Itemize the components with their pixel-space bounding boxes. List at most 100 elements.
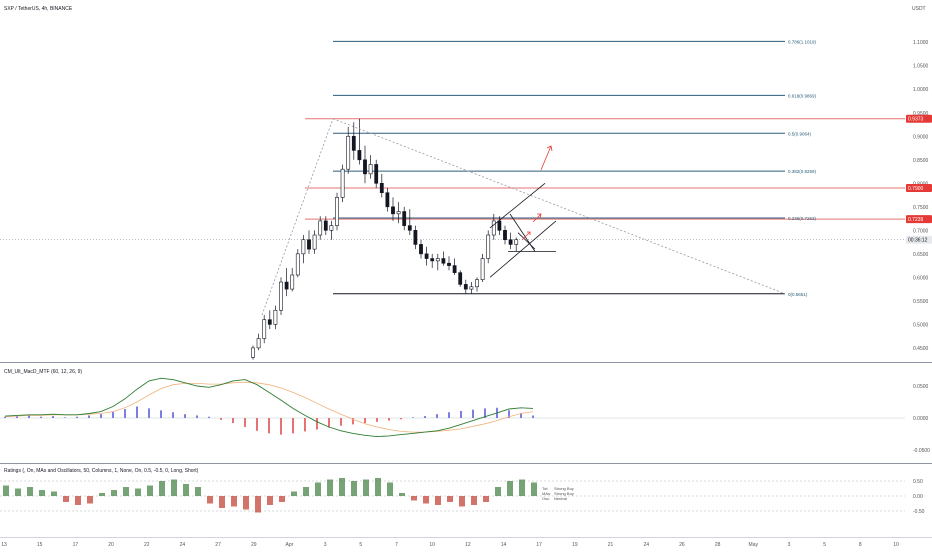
candle-body — [346, 135, 351, 170]
macd-histogram-bar — [76, 416, 78, 418]
price-badge — [906, 114, 932, 123]
ratings-legend-prefix: Tot: — [542, 486, 548, 491]
macd-histogram-bar — [136, 406, 138, 418]
time-axis-label: 17 — [536, 542, 542, 548]
time-axis-label: 5 — [823, 542, 826, 548]
candle-body — [368, 164, 373, 175]
price-tick-label: 0.9000 — [913, 134, 929, 140]
ratings-column — [267, 496, 273, 505]
ratings-column — [147, 485, 153, 496]
channel-line-upper — [489, 182, 546, 229]
price-badge — [906, 184, 932, 192]
macd-histogram-bar — [376, 418, 378, 422]
candle-body — [295, 253, 300, 276]
price-badge-label: 0.7239 — [908, 217, 924, 223]
macd-histogram-bar — [16, 416, 18, 418]
candle-body — [486, 234, 491, 259]
projection-arrow — [540, 145, 552, 171]
time-axis-label: 5 — [359, 542, 362, 548]
macd-histogram-bar — [160, 410, 162, 418]
ratings-panel-title: Ratings (, On, MAs and Oscillators, 50, … — [4, 468, 199, 474]
ratings-column — [99, 493, 105, 496]
candle-body — [447, 262, 451, 266]
channel-line-lower — [489, 220, 557, 278]
ratings-tick-label: -0.50 — [913, 509, 925, 515]
ratings-column — [111, 490, 117, 496]
candle-body — [424, 253, 429, 259]
macd-histogram-bar — [40, 416, 42, 418]
background-layer — [0, 362, 932, 538]
price-tick-label: 0.6000 — [913, 275, 929, 281]
time-axis-label: 28 — [715, 542, 721, 548]
price-tick-label: 1.0500 — [913, 64, 929, 70]
ratings-column — [3, 485, 9, 496]
ratings-column — [303, 487, 309, 496]
macd-histogram-bar — [364, 418, 366, 424]
ratings-column — [363, 479, 369, 496]
time-axis-label: 24 — [180, 542, 186, 548]
time-axis-label: 3 — [324, 542, 327, 548]
macd-histogram-bar — [448, 412, 450, 418]
projection-arrow — [521, 231, 531, 241]
macd-histogram-bar — [532, 415, 534, 418]
macd-histogram-bar — [424, 416, 426, 418]
macd-histogram-bar — [256, 418, 258, 431]
fib-level-label: 0(0.5651) — [788, 292, 808, 297]
price-axis-unit: USDT — [912, 6, 926, 12]
ratings-column — [255, 496, 261, 513]
candle-body — [503, 230, 507, 241]
macd-histogram-bar — [352, 418, 354, 425]
ratings-column — [279, 496, 285, 502]
ratings-column — [339, 478, 345, 496]
macd-tick-label: 0.0500 — [913, 384, 929, 390]
price-tick-label: 0.4500 — [913, 346, 929, 352]
time-axis-label: 29 — [251, 542, 257, 548]
macd-histogram-bar — [472, 409, 474, 418]
ratings-legend-text: Strong Buy — [554, 486, 574, 491]
price-badge-label: 0.7900 — [908, 186, 924, 192]
macd-panel-title: CM_Ult_MacD_MTF (60, 12, 26, 9) — [4, 369, 82, 375]
symbol-title: SXP / TetherUS, 4h, BINANCE — [4, 6, 73, 12]
candle-body — [279, 281, 283, 311]
ratings-column — [435, 496, 441, 505]
ascending-trendline — [261, 118, 334, 316]
projection-arrow-head — [546, 145, 553, 152]
candle-body — [469, 286, 474, 290]
macd-histogram-bar — [88, 415, 90, 418]
price-tick-label: 1.0000 — [913, 87, 929, 93]
ratings-column — [15, 488, 21, 496]
projection-arrow-head — [537, 213, 542, 219]
candle-body — [307, 239, 311, 250]
candle-body — [312, 234, 317, 250]
ratings-column — [351, 481, 357, 496]
candle-body — [351, 135, 356, 151]
ratings-column — [291, 491, 297, 496]
macd-histogram-bar — [328, 418, 330, 428]
macd-histogram-bar — [196, 415, 198, 418]
macd-histogram-bar — [124, 409, 126, 418]
macd-histogram-bar — [388, 418, 390, 421]
ratings-column — [375, 478, 381, 496]
time-axis-label: 8 — [859, 542, 862, 548]
ratings-column — [231, 496, 237, 507]
macd-histogram-bar — [400, 418, 402, 420]
macd-histogram-bar — [220, 418, 222, 420]
ratings-column — [63, 496, 69, 502]
time-axis-label: May — [749, 542, 759, 548]
ratings-column — [519, 479, 525, 496]
price-tick-label: 0.6500 — [913, 252, 929, 258]
ratings-column — [507, 481, 513, 496]
candle-body — [335, 197, 339, 226]
macd-histogram-bar — [280, 418, 282, 435]
candle-body — [379, 182, 384, 194]
candle-body — [329, 225, 334, 231]
macd-histogram-bar — [436, 414, 438, 418]
time-axis-label: 14 — [501, 542, 507, 548]
candle-body — [262, 319, 267, 339]
candle-body — [402, 211, 407, 226]
candle-body — [391, 206, 395, 215]
candle-body — [273, 309, 278, 325]
fib-level-label: 0.236(0.7263) — [788, 216, 817, 221]
